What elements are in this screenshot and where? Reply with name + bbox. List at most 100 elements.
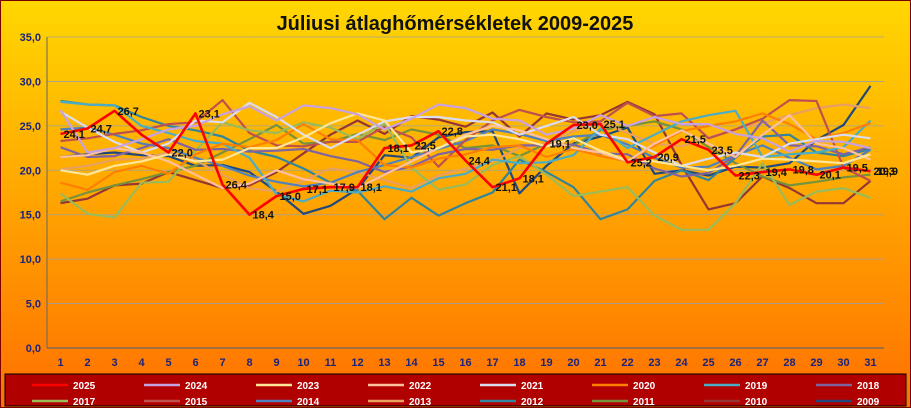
data-label: 24,4 [469, 156, 491, 168]
y-tick-label: 10,0 [20, 254, 41, 266]
data-label: 17,1 [307, 184, 328, 196]
legend-entry: 2022 [409, 381, 432, 392]
data-label: 21,5 [685, 134, 706, 146]
x-tick-label: 15 [432, 357, 444, 369]
x-tick-label: 3 [111, 357, 117, 369]
legend-entry: 2025 [73, 381, 96, 392]
x-tick-label: 29 [810, 357, 822, 369]
x-tick-label: 12 [351, 357, 363, 369]
series-line-2019 [60, 100, 872, 203]
data-label: 22,5 [415, 140, 436, 152]
data-label: 20,3 [874, 166, 895, 178]
x-tick-label: 17 [486, 357, 498, 369]
data-label: 23,5 [712, 145, 733, 157]
data-label: 19,4 [766, 167, 788, 179]
data-label: 26,4 [226, 180, 248, 192]
legend-entry: 2024 [185, 381, 208, 392]
data-label: 18,1 [388, 143, 409, 155]
series-line-2022 [60, 114, 871, 190]
data-label: 18,1 [361, 182, 382, 194]
data-label: 20,1 [820, 170, 841, 182]
data-label: 25,1 [604, 119, 625, 131]
legend-entry: 2023 [297, 381, 320, 392]
y-tick-label: 20,0 [20, 165, 41, 177]
y-tick-label: 25,0 [20, 121, 41, 133]
legend-entry: 2009 [857, 397, 880, 408]
x-tick-label: 13 [378, 357, 390, 369]
x-tick-label: 16 [459, 357, 471, 369]
x-tick-label: 5 [165, 357, 171, 369]
data-label: 19,8 [793, 164, 814, 176]
legend-entry: 2012 [521, 397, 544, 408]
x-tick-label: 22 [621, 357, 633, 369]
x-tick-label: 8 [246, 357, 252, 369]
data-label: 18,1 [523, 173, 544, 185]
x-axis-ticks: 1 2 3 4 5 6 7 8 9 10 11 12 13 14 15 16 17 18 19 20 21 22 23 24 2… [57, 357, 876, 369]
legend-entry: 2020 [633, 381, 656, 392]
legend: 2025 2024 2023 2022 2021 2020 2019 2018 2017 2015… [4, 373, 907, 408]
y-tick-label: 30,0 [20, 76, 41, 88]
y-tick-label: 0,0 [26, 343, 41, 355]
x-tick-label: 26 [729, 357, 741, 369]
y-tick-label: 35,0 [20, 32, 41, 44]
x-tick-label: 27 [756, 357, 768, 369]
data-label: 18,4 [253, 210, 275, 222]
x-tick-label: 4 [138, 357, 145, 369]
y-tick-label: 5,0 [26, 299, 41, 311]
x-tick-label: 31 [864, 357, 876, 369]
series-line-2024 [59, 103, 871, 154]
data-label: 24,1 [64, 129, 85, 141]
x-tick-label: 18 [513, 357, 525, 369]
series-lines [59, 85, 872, 231]
legend-background [4, 373, 907, 407]
x-tick-label: 19 [540, 357, 552, 369]
x-tick-label: 25 [702, 357, 714, 369]
data-label: 22,3 [739, 171, 760, 183]
data-label: 19,9 [877, 166, 898, 178]
series-line-2025 [60, 109, 871, 216]
x-tick-label: 11 [325, 357, 337, 369]
data-label: 19,5 [847, 163, 868, 175]
series-line-2021 [59, 101, 871, 167]
legend-entry: 2018 [857, 381, 880, 392]
legend-entry: 2019 [745, 381, 768, 392]
y-tick-label: 15,0 [20, 210, 41, 222]
data-label: 24,7 [91, 124, 112, 136]
chart-title: Júliusi átlaghőmérsékletek 2009-2025 [277, 13, 634, 35]
legend-entry: 2011 [633, 397, 655, 408]
x-tick-label: 6 [192, 357, 198, 369]
x-tick-label: 20 [567, 357, 579, 369]
legend-entry: 2017 [73, 397, 96, 408]
legend-entry: 2021 [521, 381, 544, 392]
data-label: 22,0 [172, 148, 193, 160]
x-tick-label: 30 [837, 357, 849, 369]
x-tick-label: 7 [219, 357, 225, 369]
legend-entry: 2013 [409, 397, 432, 408]
data-label: 20,9 [658, 152, 679, 164]
data-labels: 24,1 24,7 26,7 22,0 23,1 26,4 18,4 15,0 17,1 17,9… [64, 106, 899, 222]
data-label: 15,0 [280, 191, 301, 203]
data-label: 23,1 [199, 108, 220, 120]
legend-entry: 2010 [745, 397, 768, 408]
legend-entry: 2014 [297, 397, 320, 408]
y-axis-ticks: 0,0 5,0 10,0 15,0 20,0 25,0 30,0 35,0 [20, 32, 41, 355]
x-tick-label: 9 [273, 357, 279, 369]
x-tick-label: 2 [84, 357, 90, 369]
series-line-2023 [60, 112, 871, 176]
data-label: 21,1 [496, 182, 517, 194]
data-label: 17,9 [334, 182, 355, 194]
data-label: 26,7 [118, 106, 139, 118]
x-tick-label: 14 [405, 357, 418, 369]
data-label: 23,0 [577, 120, 598, 132]
x-tick-label: 24 [675, 357, 688, 369]
data-label: 25,2 [631, 157, 652, 169]
data-label: 19,1 [550, 139, 571, 151]
series-line-2015 [60, 98, 871, 182]
legend-entry: 2015 [185, 397, 208, 408]
series-line-2020 [60, 112, 871, 191]
x-tick-label: 28 [783, 357, 795, 369]
x-tick-label: 1 [57, 357, 63, 369]
